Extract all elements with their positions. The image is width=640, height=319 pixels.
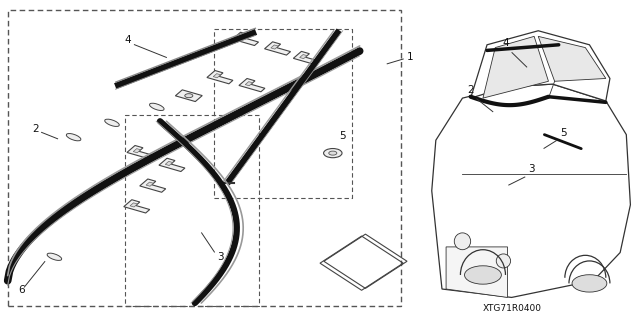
Polygon shape — [264, 42, 291, 55]
Polygon shape — [213, 74, 221, 78]
Circle shape — [324, 149, 342, 158]
Polygon shape — [239, 78, 265, 92]
Text: 3: 3 — [528, 164, 534, 174]
Text: 1: 1 — [406, 52, 413, 63]
Polygon shape — [175, 90, 202, 101]
Polygon shape — [271, 45, 278, 49]
Polygon shape — [446, 247, 508, 297]
Text: 4: 4 — [502, 38, 509, 48]
Ellipse shape — [496, 254, 511, 268]
Polygon shape — [293, 51, 319, 65]
Polygon shape — [165, 161, 173, 166]
Polygon shape — [133, 149, 141, 153]
Ellipse shape — [67, 134, 81, 141]
Polygon shape — [207, 70, 233, 84]
Text: 6: 6 — [18, 285, 24, 295]
Polygon shape — [127, 145, 153, 159]
Text: XTG71R0400: XTG71R0400 — [483, 304, 541, 313]
Polygon shape — [130, 203, 138, 207]
Text: 4: 4 — [125, 35, 131, 45]
Text: 3: 3 — [218, 252, 224, 262]
Bar — [125, 115, 259, 306]
Text: 5: 5 — [339, 130, 346, 141]
Polygon shape — [232, 32, 259, 46]
Ellipse shape — [47, 253, 61, 260]
Circle shape — [572, 275, 607, 292]
Polygon shape — [300, 55, 307, 59]
Polygon shape — [432, 84, 630, 297]
Polygon shape — [245, 82, 253, 86]
Polygon shape — [159, 158, 185, 172]
Ellipse shape — [454, 233, 470, 250]
Ellipse shape — [105, 119, 119, 126]
Bar — [8, 10, 401, 306]
Circle shape — [329, 151, 337, 155]
Text: 5: 5 — [560, 128, 566, 137]
Polygon shape — [470, 31, 610, 101]
Bar — [214, 29, 352, 198]
Circle shape — [185, 94, 193, 98]
Circle shape — [465, 266, 501, 284]
Text: 2: 2 — [467, 85, 474, 94]
Polygon shape — [140, 179, 166, 192]
Polygon shape — [146, 182, 154, 186]
Text: 2: 2 — [32, 124, 38, 134]
Polygon shape — [124, 200, 150, 213]
Polygon shape — [538, 36, 606, 81]
Polygon shape — [239, 35, 246, 40]
Ellipse shape — [150, 103, 164, 110]
Polygon shape — [483, 36, 548, 98]
